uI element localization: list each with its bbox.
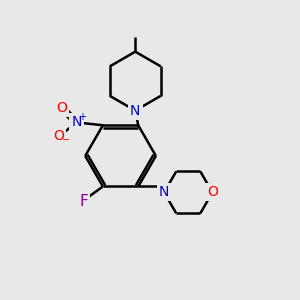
Text: O: O — [53, 129, 64, 142]
Text: +: + — [78, 112, 86, 122]
Text: O: O — [56, 100, 67, 115]
Text: N: N — [71, 115, 82, 129]
Text: −: − — [62, 135, 70, 145]
Text: O: O — [207, 185, 218, 200]
Text: F: F — [80, 194, 88, 209]
Text: N: N — [130, 103, 140, 118]
Text: N: N — [159, 185, 169, 200]
